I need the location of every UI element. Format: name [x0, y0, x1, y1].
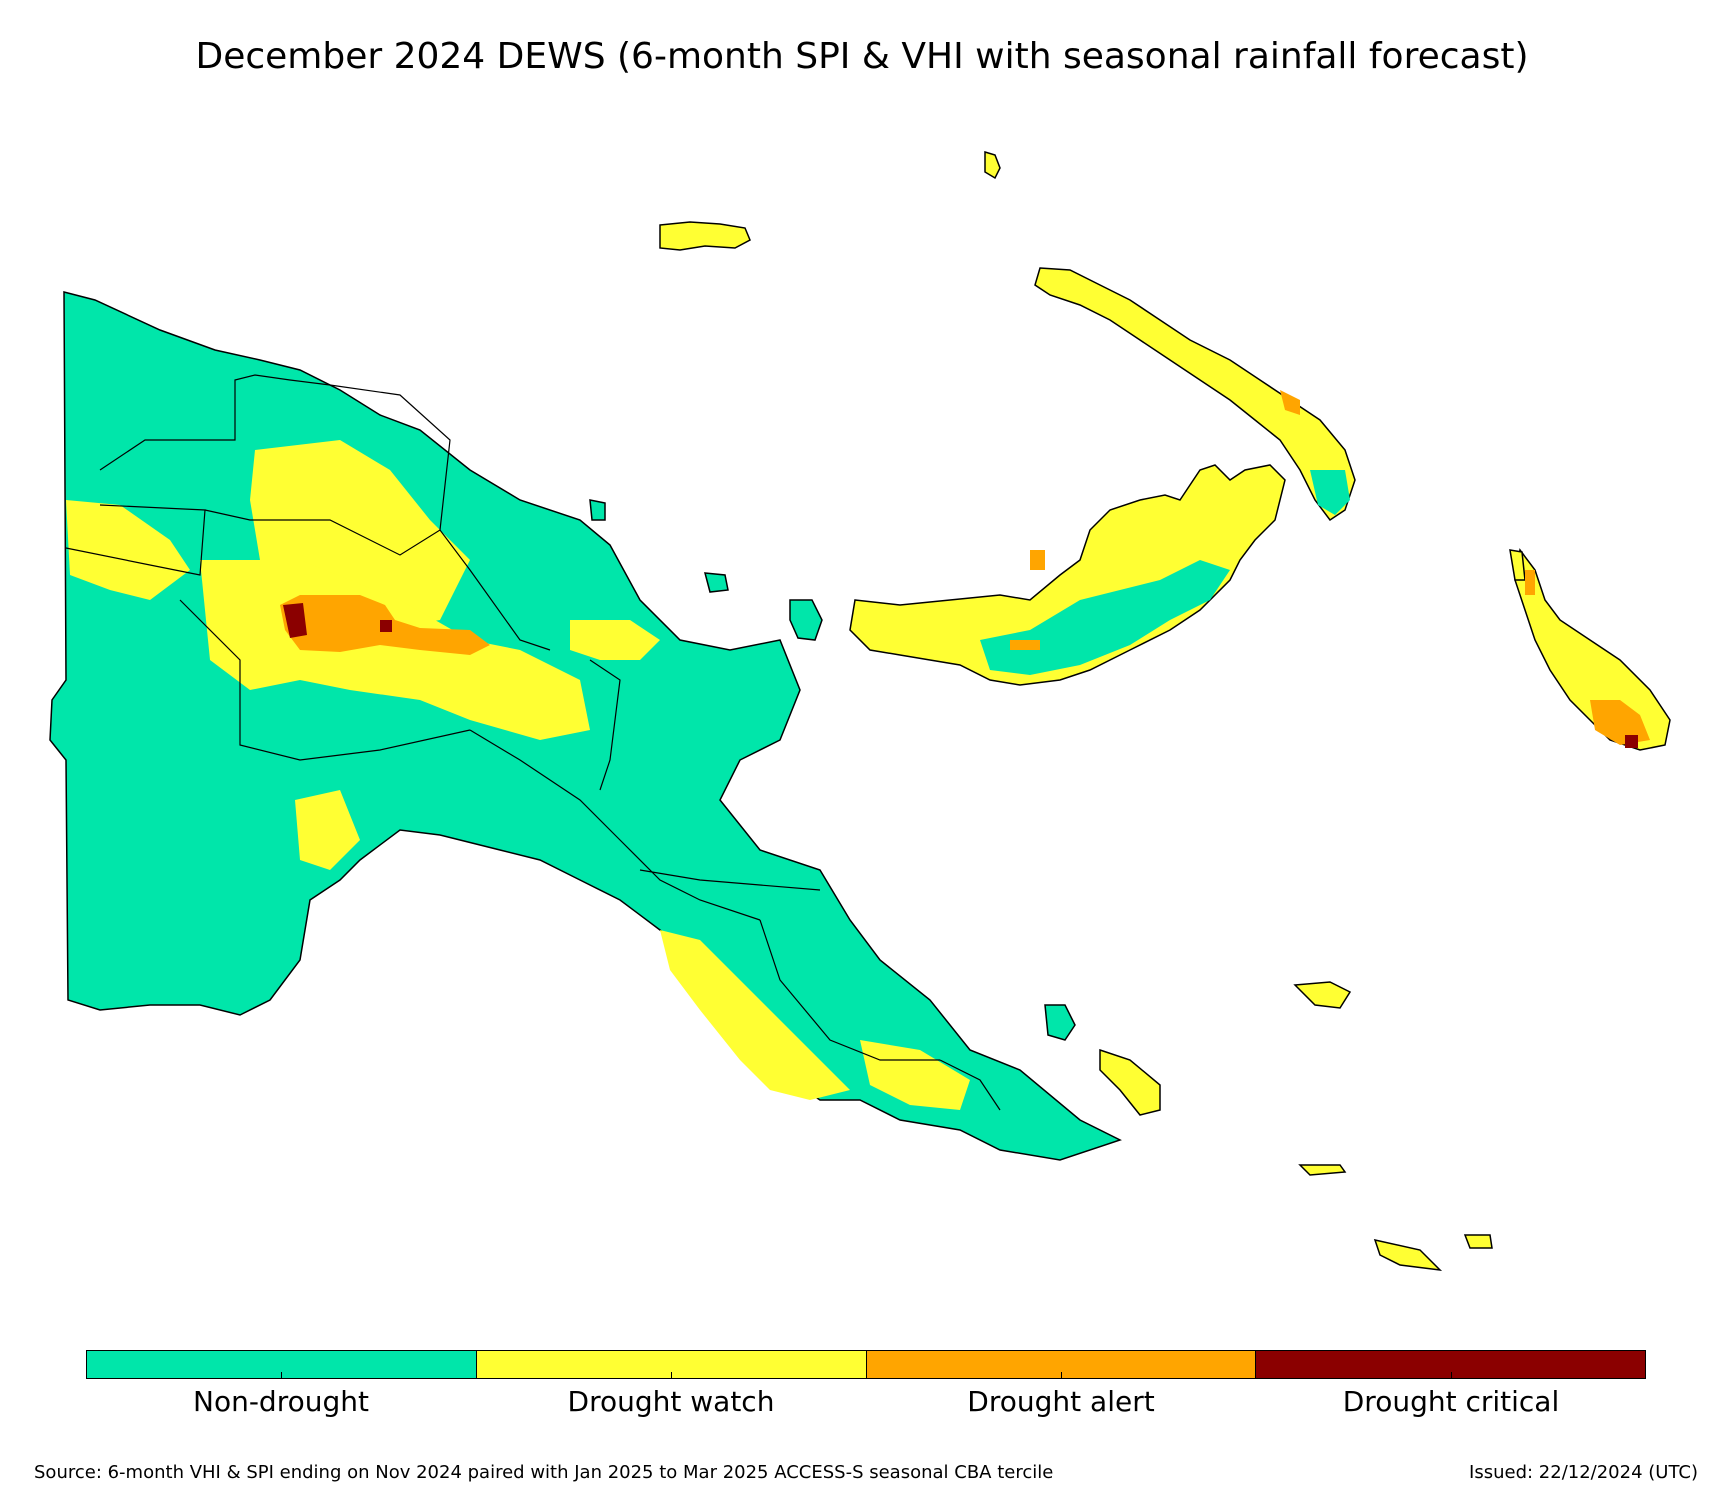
island-rossel	[1373, 1238, 1443, 1272]
drought-watch-west	[66, 500, 190, 600]
island-sudest	[1463, 1234, 1493, 1249]
legend-labels: Non-drought Drought watch Drought alert …	[86, 1385, 1646, 1418]
drought-watch-oro	[860, 1040, 970, 1110]
legend-label-drought-alert: Drought alert	[967, 1385, 1155, 1418]
province-boundary-4	[179, 599, 471, 761]
nb-alert	[1010, 640, 1040, 650]
province-boundary-7	[639, 869, 821, 891]
legend-colorbar	[86, 1350, 1646, 1379]
island-karkar	[789, 599, 823, 641]
island-north	[984, 150, 1001, 180]
nb-alert-west	[1030, 550, 1045, 570]
island-misima	[1298, 1164, 1347, 1176]
legend-swatch-non-drought	[87, 1351, 477, 1378]
new-britain	[849, 464, 1286, 686]
province-boundary-6	[589, 659, 621, 791]
island-normanby	[1099, 1048, 1161, 1116]
province-boundary-8	[759, 919, 940, 1061]
drought-watch-sepik	[570, 620, 660, 660]
province-boundary-1	[99, 374, 451, 531]
island-trobriand	[1293, 981, 1352, 1009]
island-north-coast	[589, 499, 606, 521]
ni-alert	[1280, 390, 1300, 415]
bougainville-alert	[1590, 700, 1650, 745]
drought-map	[49, 150, 1671, 1272]
bougainville	[1514, 548, 1671, 751]
island-umboi	[703, 572, 729, 593]
legend-swatch-drought-alert	[866, 1351, 1257, 1378]
province-boundary-2	[65, 504, 206, 576]
nb-non-drought	[980, 560, 1230, 675]
island-buka	[1509, 549, 1526, 581]
issued-date: Issued: 22/12/2024 (UTC)	[1469, 1462, 1698, 1483]
map-title: December 2024 DEWS (6-month SPI & VHI wi…	[195, 36, 1529, 77]
manus-island	[659, 221, 751, 251]
legend-swatch-drought-critical	[1256, 1351, 1645, 1378]
drought-watch-south	[295, 790, 360, 870]
drought-critical-highlands	[283, 603, 307, 638]
ni-non-drought	[1310, 470, 1350, 515]
province-boundary-3	[204, 509, 551, 651]
bougainville-alert-north	[1525, 570, 1535, 595]
province-boundary-5	[469, 729, 761, 921]
legend-label-non-drought: Non-drought	[193, 1385, 369, 1418]
legend-swatch-drought-watch	[476, 1351, 867, 1378]
bougainville-critical	[1625, 735, 1638, 748]
legend-label-drought-watch: Drought watch	[567, 1385, 775, 1418]
island-dentrecasteaux	[1044, 1004, 1076, 1041]
legend-label-drought-critical: Drought critical	[1342, 1385, 1560, 1418]
source-note: Source: 6-month VHI & SPI ending on Nov …	[34, 1462, 1054, 1483]
province-boundary-9	[939, 1059, 1001, 1111]
drought-watch-east	[660, 930, 850, 1100]
drought-critical-enga	[380, 620, 392, 632]
